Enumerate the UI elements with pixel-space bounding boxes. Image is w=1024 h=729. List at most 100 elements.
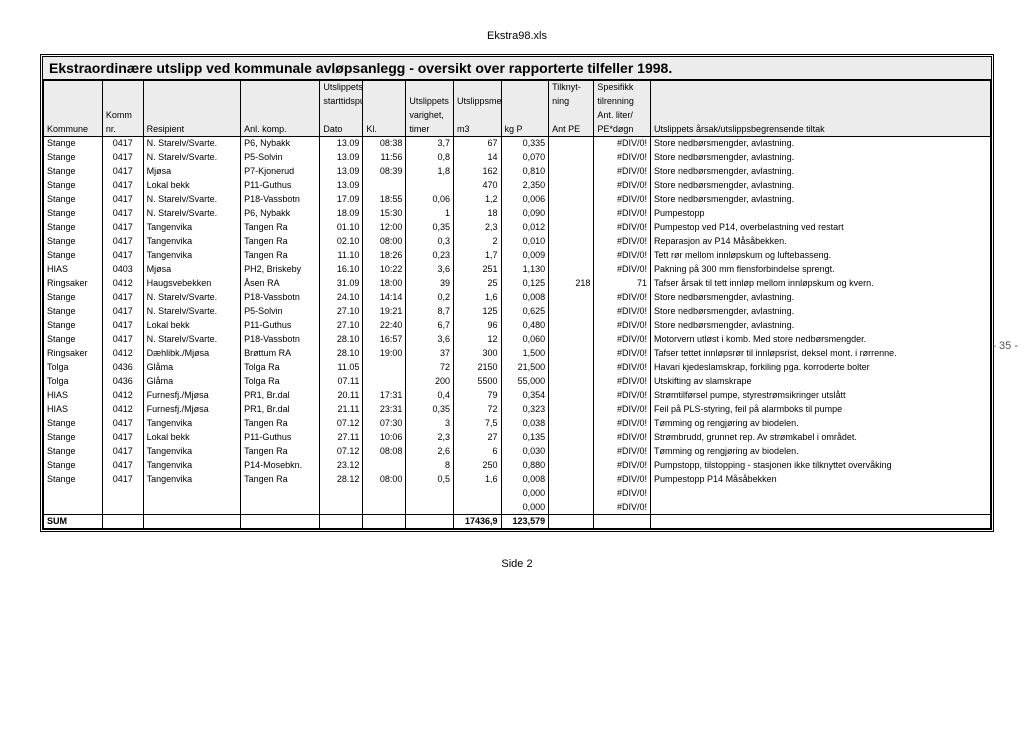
table-cell: P18-Vassbotn bbox=[241, 193, 320, 207]
table-cell: Mjøsa bbox=[143, 165, 240, 179]
header-cell: ning bbox=[549, 95, 594, 109]
table-cell: 23:31 bbox=[363, 403, 406, 417]
table-cell: 0,35 bbox=[406, 221, 454, 235]
header-cell bbox=[453, 109, 501, 123]
table-cell: 07.11 bbox=[320, 375, 363, 389]
sum-cell bbox=[363, 515, 406, 529]
table-cell: 0,038 bbox=[501, 417, 549, 431]
table-cell: #DIV/0! bbox=[594, 347, 651, 361]
table-cell: 19:21 bbox=[363, 305, 406, 319]
table-cell: 22:40 bbox=[363, 319, 406, 333]
header-cell bbox=[102, 95, 143, 109]
header-cell: varighet, bbox=[406, 109, 454, 123]
table-cell: 27.10 bbox=[320, 305, 363, 319]
table-cell bbox=[363, 459, 406, 473]
table-cell: 0,23 bbox=[406, 249, 454, 263]
table-cell: 6,7 bbox=[406, 319, 454, 333]
table-cell bbox=[549, 445, 594, 459]
table-cell: 0,008 bbox=[501, 291, 549, 305]
table-cell: N. Starelv/Svarte. bbox=[143, 137, 240, 151]
table-cell bbox=[363, 361, 406, 375]
header-cell bbox=[501, 81, 549, 95]
table-cell: Pumpestopp P14 Måsåbekken bbox=[651, 473, 991, 487]
table-cell: 0412 bbox=[102, 389, 143, 403]
table-cell: 08:00 bbox=[363, 235, 406, 249]
table-cell: 19:00 bbox=[363, 347, 406, 361]
table-cell bbox=[102, 501, 143, 515]
table-cell: 0,35 bbox=[406, 403, 454, 417]
table-cell: Tangenvika bbox=[143, 445, 240, 459]
table-cell: #DIV/0! bbox=[594, 179, 651, 193]
table-cell bbox=[549, 431, 594, 445]
table-cell: 0403 bbox=[102, 263, 143, 277]
table-row: Stange0417N. Starelv/Svarte.P6, Nybakk13… bbox=[44, 137, 991, 151]
table-cell: Stange bbox=[44, 417, 103, 431]
table-cell: Tømming og rengjøring av biodelen. bbox=[651, 417, 991, 431]
table-cell: Tangenvika bbox=[143, 221, 240, 235]
table-cell: Stange bbox=[44, 207, 103, 221]
table-cell: #DIV/0! bbox=[594, 445, 651, 459]
table-cell: Utskifting av slamskrape bbox=[651, 375, 991, 389]
table-cell: 0417 bbox=[102, 235, 143, 249]
table-cell bbox=[363, 179, 406, 193]
table-cell: #DIV/0! bbox=[594, 249, 651, 263]
table-cell: Glåma bbox=[143, 375, 240, 389]
table-cell: #DIV/0! bbox=[594, 235, 651, 249]
table-cell: Store nedbørsmengder, avlastning. bbox=[651, 179, 991, 193]
table-cell: Stange bbox=[44, 249, 103, 263]
table-cell: 0417 bbox=[102, 319, 143, 333]
table-cell: 2150 bbox=[453, 361, 501, 375]
header-cell bbox=[102, 81, 143, 95]
table-cell: HIAS bbox=[44, 403, 103, 417]
table-cell: Tolga bbox=[44, 361, 103, 375]
table-row: Stange0417Lokal bekkP11-Guthus13.094702,… bbox=[44, 179, 991, 193]
table-cell: 96 bbox=[453, 319, 501, 333]
table-cell: 13.09 bbox=[320, 165, 363, 179]
sum-row: SUM17436,9123,579 bbox=[44, 515, 991, 529]
table-row: HIAS0403MjøsaPH2, Briskeby16.1010:223,62… bbox=[44, 263, 991, 277]
table-row: Stange0417N. Starelv/Svarte.P18-Vassbotn… bbox=[44, 333, 991, 347]
header-cell: Kl. bbox=[363, 123, 406, 137]
table-cell: 10:22 bbox=[363, 263, 406, 277]
table-cell bbox=[651, 501, 991, 515]
table-row: Ringsaker0412HaugsvebekkenÅsen RA31.0918… bbox=[44, 277, 991, 291]
table-cell: 3 bbox=[406, 417, 454, 431]
header-cell bbox=[44, 81, 103, 95]
table-cell bbox=[549, 403, 594, 417]
table-cell: Stange bbox=[44, 459, 103, 473]
header-cell: Komm bbox=[102, 109, 143, 123]
table-cell: 0417 bbox=[102, 473, 143, 487]
header-cell: tilrenning bbox=[594, 95, 651, 109]
table-cell: 2,6 bbox=[406, 445, 454, 459]
table-cell: Stange bbox=[44, 473, 103, 487]
table-cell: #DIV/0! bbox=[594, 473, 651, 487]
table-cell: Stange bbox=[44, 179, 103, 193]
header-cell: PE*døgn bbox=[594, 123, 651, 137]
table-cell: P14-Mosebkn. bbox=[241, 459, 320, 473]
table-cell: 20.11 bbox=[320, 389, 363, 403]
table-cell: 8,7 bbox=[406, 305, 454, 319]
table-cell: 0417 bbox=[102, 431, 143, 445]
table-cell: PR1, Br.dal bbox=[241, 403, 320, 417]
table-cell: P11-Guthus bbox=[241, 179, 320, 193]
table-cell: 0412 bbox=[102, 403, 143, 417]
table-cell: 1,500 bbox=[501, 347, 549, 361]
table-cell: Tangenvika bbox=[143, 417, 240, 431]
table-cell: 2 bbox=[453, 235, 501, 249]
table-cell: 125 bbox=[453, 305, 501, 319]
header-cell bbox=[651, 109, 991, 123]
header-cell bbox=[143, 81, 240, 95]
table-cell: Lokal bekk bbox=[143, 431, 240, 445]
table-cell: N. Starelv/Svarte. bbox=[143, 305, 240, 319]
table-cell: 0,008 bbox=[501, 473, 549, 487]
table-row: Tolga0436GlåmaTolga Ra11.0572215021,500#… bbox=[44, 361, 991, 375]
table-row: Stange0417MjøsaP7-Kjonerud13.0908:391,81… bbox=[44, 165, 991, 179]
header-cell bbox=[651, 95, 991, 109]
table-cell: 200 bbox=[406, 375, 454, 389]
table-cell: Motorvern utløst i komb. Med store nedbø… bbox=[651, 333, 991, 347]
table-cell: 31.09 bbox=[320, 277, 363, 291]
header-cell bbox=[363, 109, 406, 123]
header-cell bbox=[44, 109, 103, 123]
table-cell: #DIV/0! bbox=[594, 263, 651, 277]
table-cell: 15:30 bbox=[363, 207, 406, 221]
